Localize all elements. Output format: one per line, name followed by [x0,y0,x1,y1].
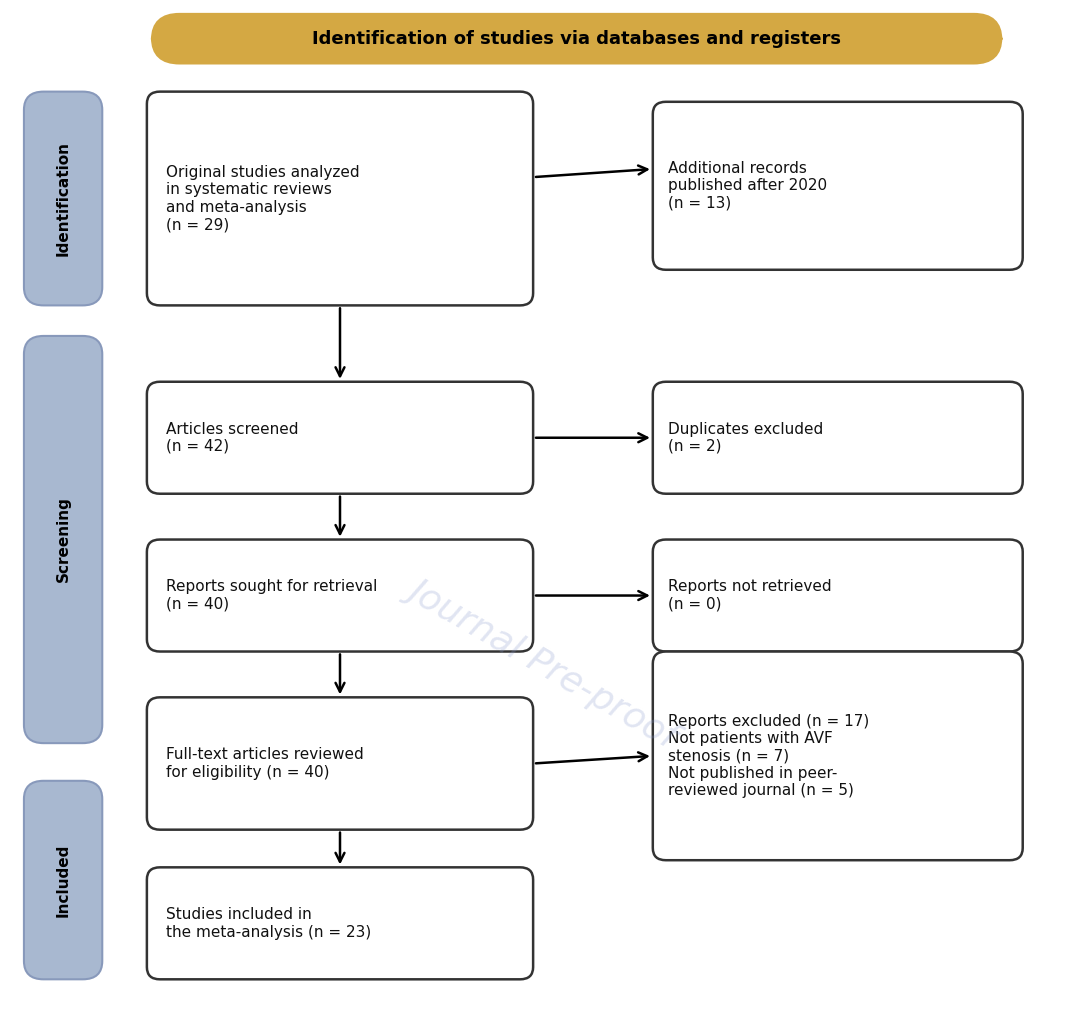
Text: Full-text articles reviewed
for eligibility (n = 40): Full-text articles reviewed for eligibil… [166,747,364,780]
FancyBboxPatch shape [147,382,533,494]
Text: Screening: Screening [55,497,71,582]
Text: Reports excluded (n = 17)
Not patients with AVF
stenosis (n = 7)
Not published i: Reports excluded (n = 17) Not patients w… [668,714,869,798]
FancyBboxPatch shape [147,867,533,979]
FancyBboxPatch shape [147,92,533,305]
Text: Duplicates excluded
(n = 2): Duplicates excluded (n = 2) [668,421,824,454]
FancyBboxPatch shape [24,336,102,743]
Text: Journal Pre-proof: Journal Pre-proof [404,571,684,752]
FancyBboxPatch shape [152,14,1001,63]
Text: Identification: Identification [55,142,71,256]
Text: Studies included in
the meta-analysis (n = 23): Studies included in the meta-analysis (n… [166,907,372,940]
Text: Reports sought for retrieval
(n = 40): Reports sought for retrieval (n = 40) [166,579,378,612]
FancyBboxPatch shape [653,540,1023,652]
FancyBboxPatch shape [147,697,533,830]
Text: Reports not retrieved
(n = 0): Reports not retrieved (n = 0) [668,579,831,612]
Text: Identification of studies via databases and registers: Identification of studies via databases … [312,30,841,48]
FancyBboxPatch shape [24,92,102,305]
FancyBboxPatch shape [653,102,1023,270]
FancyBboxPatch shape [653,382,1023,494]
FancyBboxPatch shape [653,652,1023,860]
Text: Included: Included [55,843,71,917]
FancyBboxPatch shape [147,540,533,652]
FancyBboxPatch shape [24,781,102,979]
Text: Articles screened
(n = 42): Articles screened (n = 42) [166,421,299,454]
Text: Additional records
published after 2020
(n = 13): Additional records published after 2020 … [668,161,827,211]
Text: Original studies analyzed
in systematic reviews
and meta-analysis
(n = 29): Original studies analyzed in systematic … [166,165,360,232]
